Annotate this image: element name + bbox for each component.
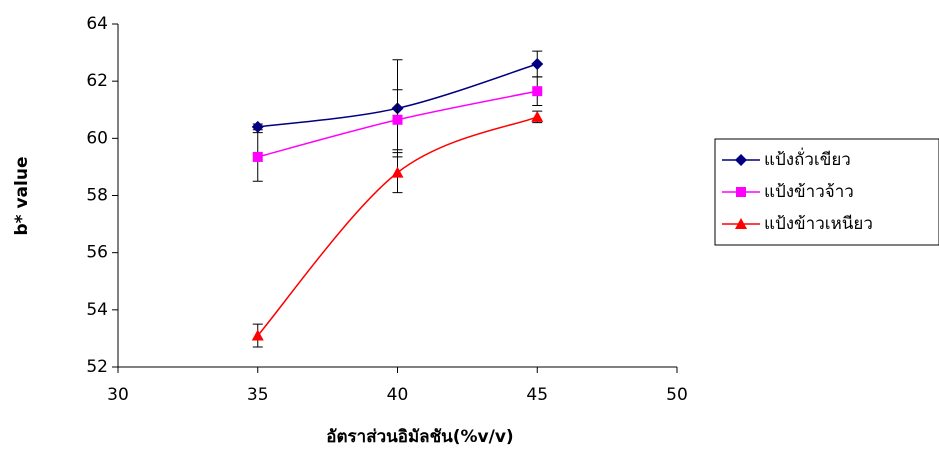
marker bbox=[393, 115, 403, 125]
chart: อัตราส่วนอิมัลชัน(%v/v) b* value 52 54 56 5… bbox=[0, 0, 939, 450]
marker bbox=[736, 187, 746, 197]
y-tick-label: 56 bbox=[86, 243, 108, 263]
marker bbox=[532, 86, 542, 96]
y-tick-label: 58 bbox=[86, 186, 108, 206]
y-tick-label: 52 bbox=[86, 357, 108, 377]
legend-label: แป้งถั่วเขียว bbox=[764, 147, 851, 170]
x-tick-label: 35 bbox=[247, 385, 269, 405]
y-tick-label: 60 bbox=[86, 128, 108, 148]
marker bbox=[252, 121, 264, 133]
legend-label: แป้งข้าวเหนียว bbox=[764, 214, 873, 234]
x-tick-label: 40 bbox=[387, 385, 409, 405]
y-tick-label: 62 bbox=[86, 71, 108, 91]
marker bbox=[392, 167, 404, 178]
y-tick-label: 54 bbox=[86, 300, 108, 320]
y-tick-label: 64 bbox=[86, 14, 108, 34]
x-tick-label: 45 bbox=[526, 385, 548, 405]
marker bbox=[531, 111, 543, 122]
x-tick-label: 30 bbox=[107, 385, 129, 405]
x-tick-label: 50 bbox=[666, 385, 688, 405]
marker bbox=[531, 58, 543, 70]
y-axis-label: b* value bbox=[12, 157, 32, 236]
x-axis-label: อัตราส่วนอิมัลชัน(%v/v) bbox=[326, 427, 513, 447]
legend-label: แป้งข้าวจ้าว bbox=[764, 182, 854, 202]
marker bbox=[253, 152, 263, 162]
